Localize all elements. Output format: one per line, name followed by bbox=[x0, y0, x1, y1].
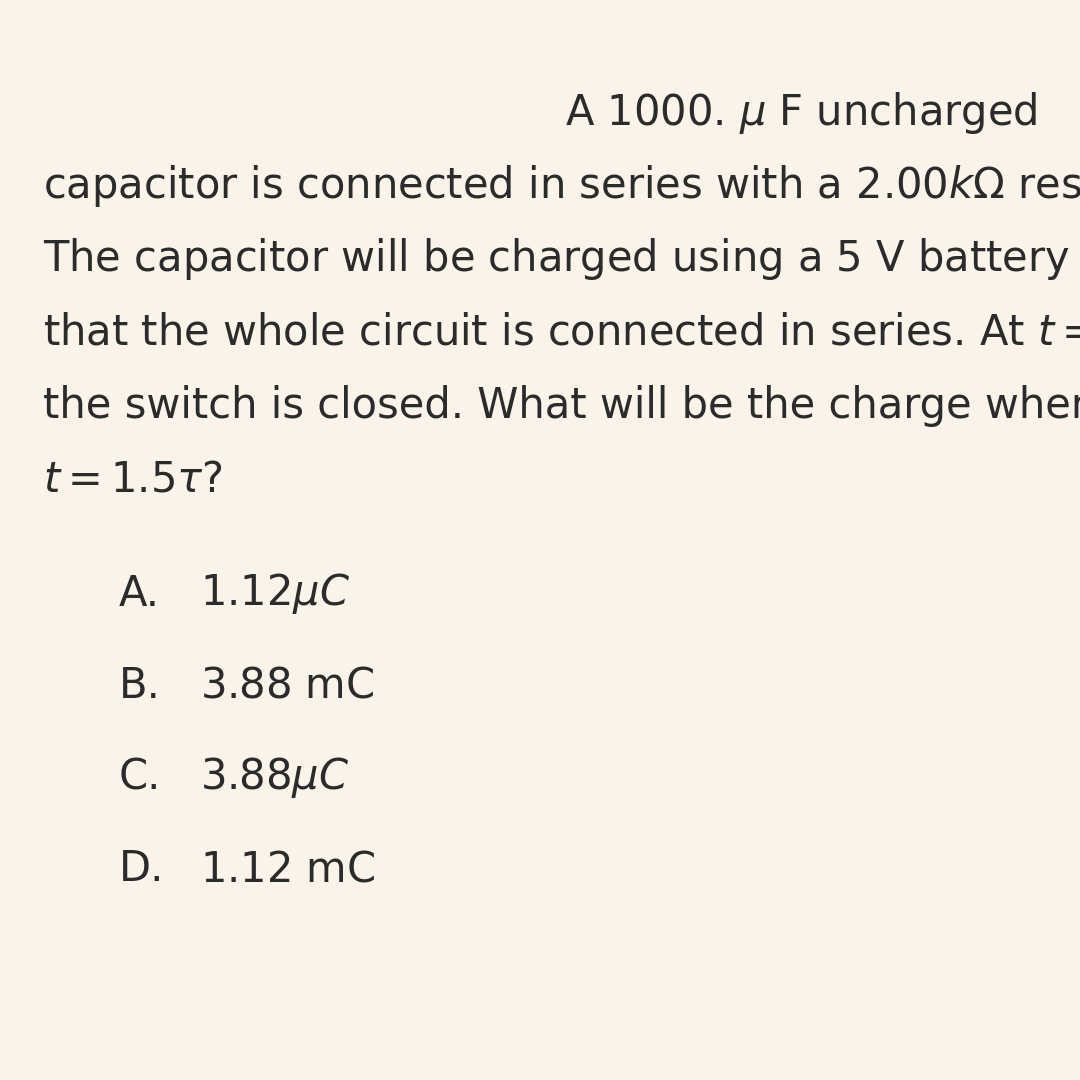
Text: $1.12$ mC: $1.12$ mC bbox=[200, 849, 375, 890]
Text: capacitor is connected in series with a $2.00k\Omega$ resistor.: capacitor is connected in series with a … bbox=[43, 163, 1080, 208]
Text: A.: A. bbox=[119, 573, 160, 615]
Text: $t = 1.5\tau$?: $t = 1.5\tau$? bbox=[43, 459, 222, 500]
Text: the switch is closed. What will be the charge when: the switch is closed. What will be the c… bbox=[43, 386, 1080, 427]
Text: The capacitor will be charged using a $5$ V battery such: The capacitor will be charged using a $5… bbox=[43, 237, 1080, 282]
Text: $3.88$ mC: $3.88$ mC bbox=[200, 665, 374, 706]
Text: that the whole circuit is connected in series. At $t = 0$,: that the whole circuit is connected in s… bbox=[43, 312, 1080, 353]
Text: B.: B. bbox=[119, 665, 161, 706]
Text: A 1000. $\mu$ F uncharged: A 1000. $\mu$ F uncharged bbox=[565, 91, 1037, 136]
Text: $1.12\mu C$: $1.12\mu C$ bbox=[200, 571, 350, 617]
Text: D.: D. bbox=[119, 849, 164, 890]
Text: C.: C. bbox=[119, 757, 161, 798]
Text: $3.88\mu C$: $3.88\mu C$ bbox=[200, 755, 349, 800]
